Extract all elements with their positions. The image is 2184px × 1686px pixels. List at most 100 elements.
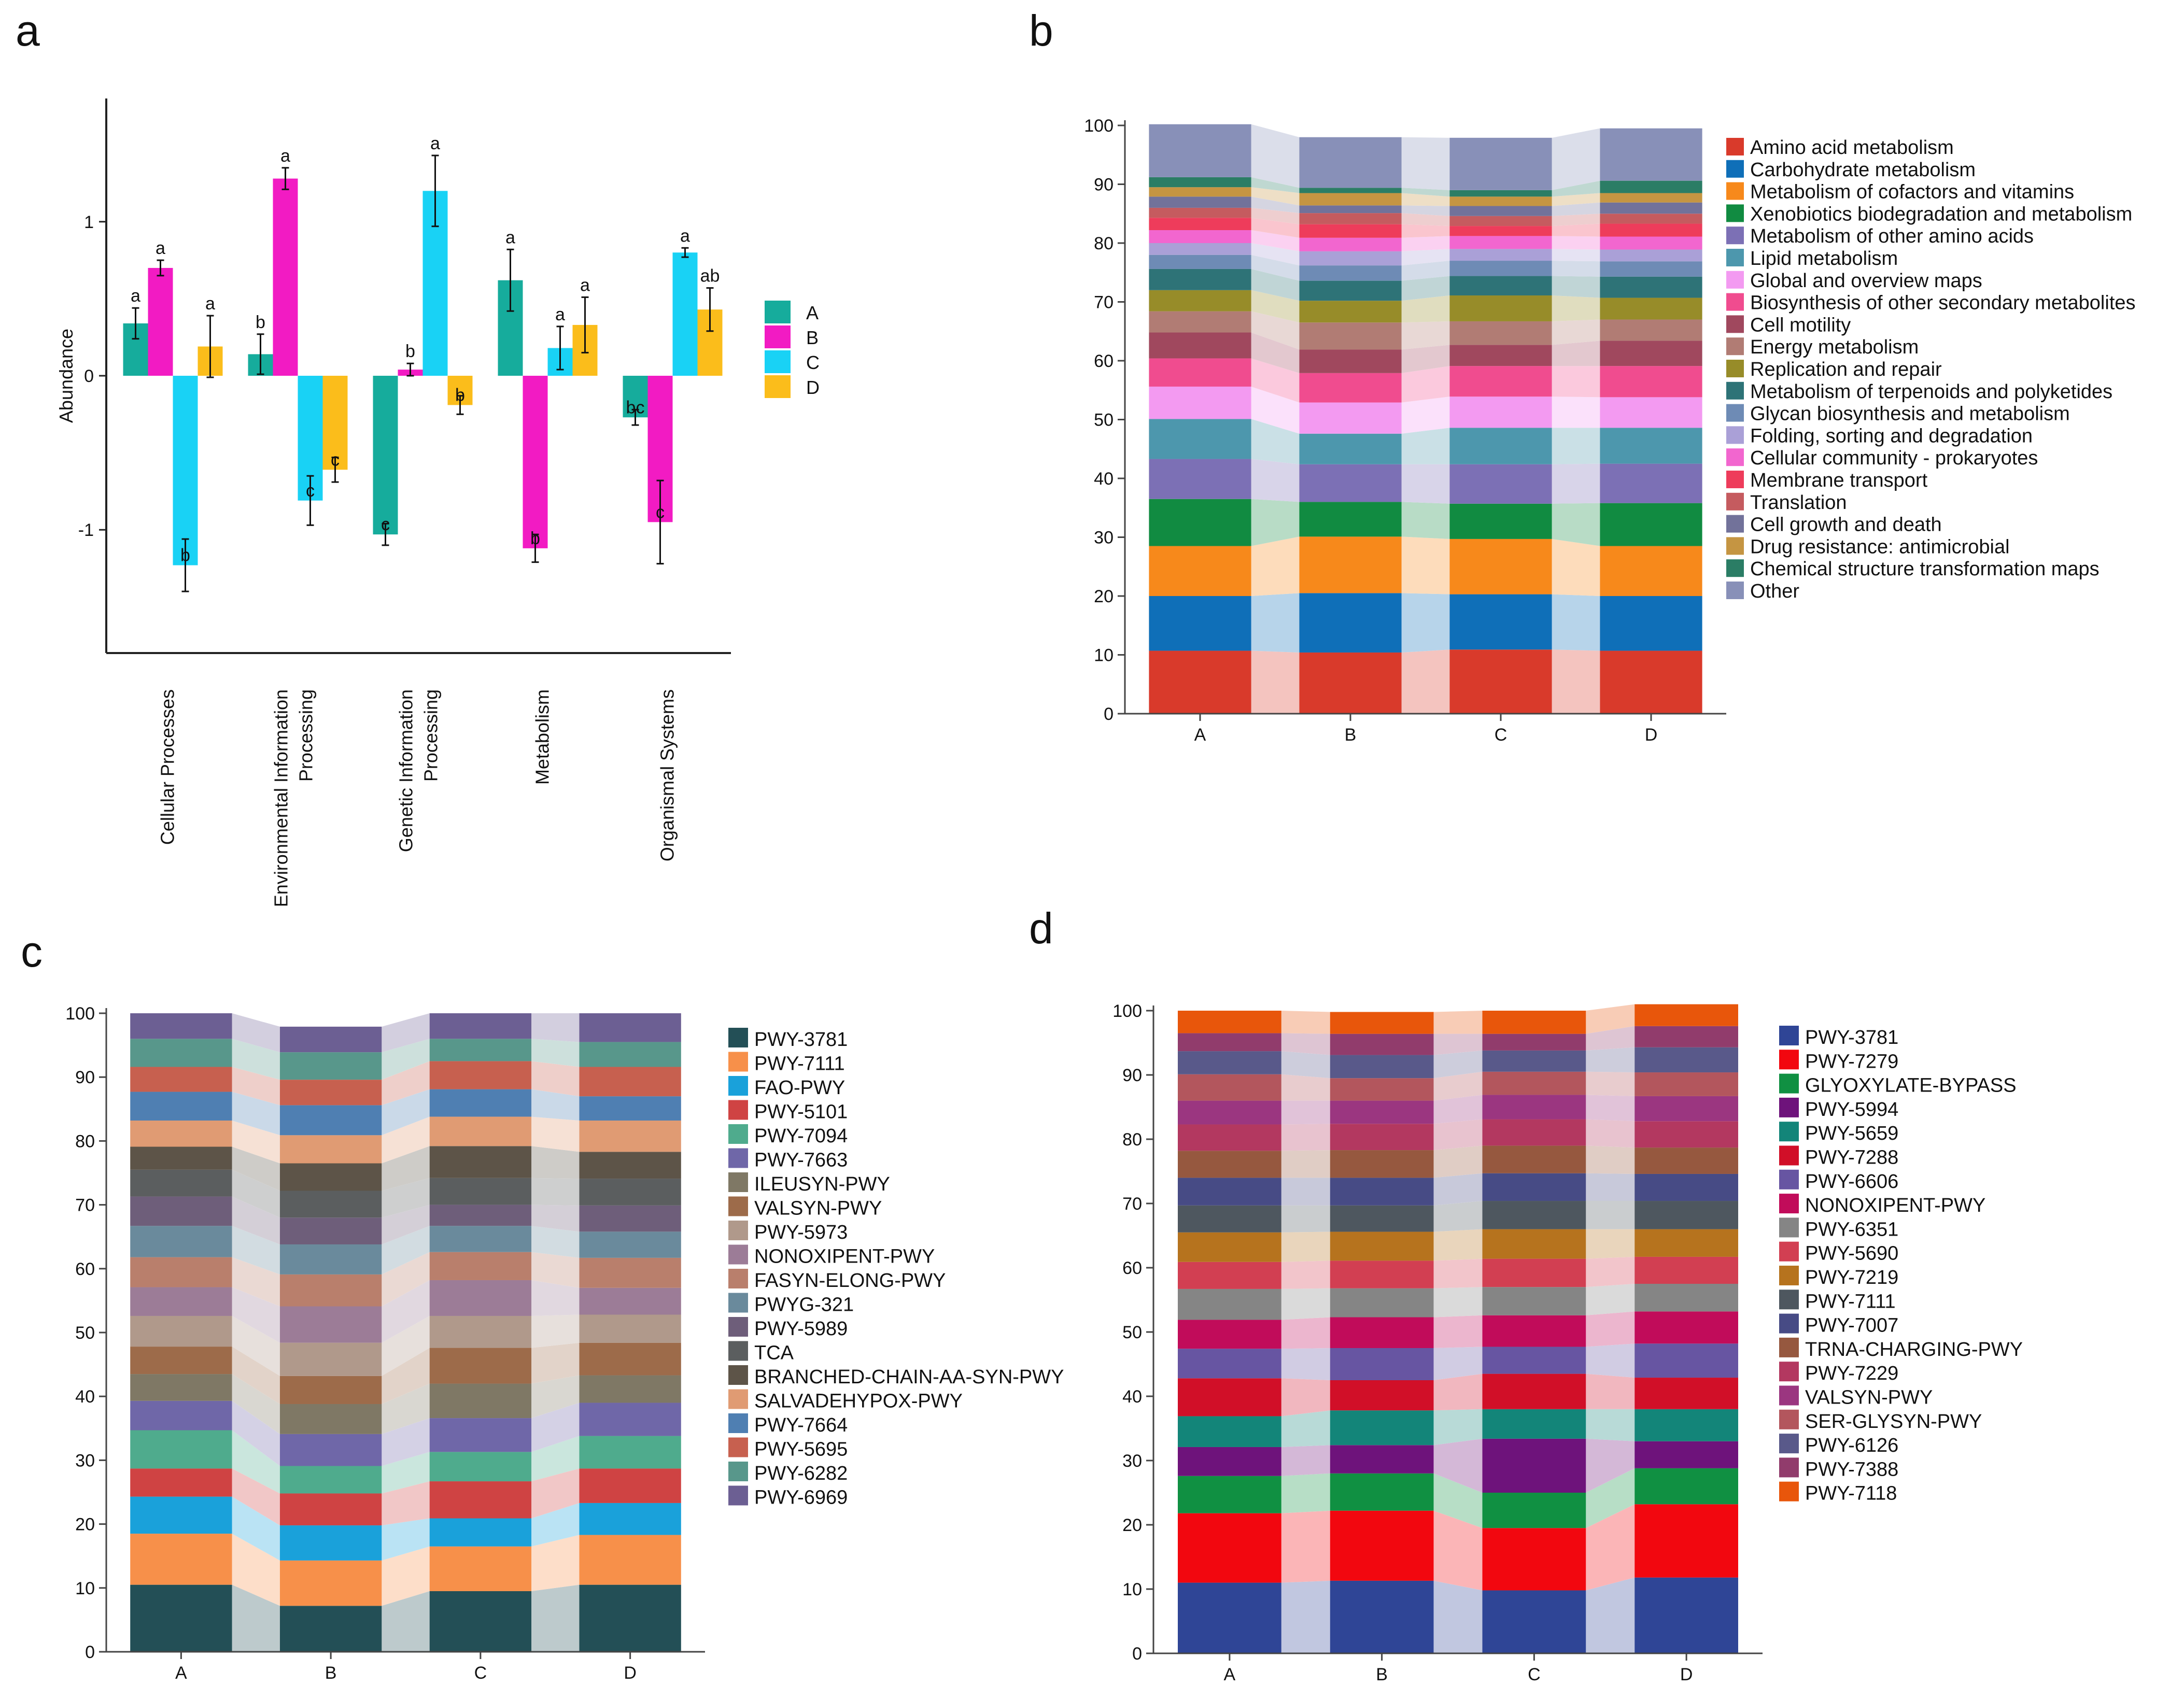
legend-swatch [1779,1457,1799,1478]
y-tick-label: 60 [1122,1258,1142,1278]
stack-segment [1149,650,1251,714]
flow-band [1586,1229,1635,1259]
legend-label: Amino acid metabolism [1750,137,1954,159]
flow-band [531,1061,580,1097]
stack-segment [1449,276,1552,296]
stack-segment [279,1135,382,1164]
legend-swatch [1779,1434,1799,1454]
stack-segment [429,1315,532,1348]
flow-band [1401,249,1450,266]
legend-label: Folding, sorting and degradation [1750,425,2033,447]
flow-band [1281,1445,1330,1476]
flow-band [1401,649,1450,714]
stack-segment [1449,190,1552,197]
flow-band [1401,464,1450,504]
flow-band [1586,1373,1635,1409]
stack-segment [579,1402,681,1436]
flow-band [1433,1050,1483,1079]
significance-label: a [555,305,565,324]
flow-band [1281,1150,1330,1178]
flow-band [531,1178,580,1206]
flow-band [382,1280,430,1343]
legend-label: Metabolism of other amino acids [1750,225,2034,247]
y-tick-label: 90 [75,1068,95,1087]
stack-segment [1299,205,1402,214]
stack-segment [1149,290,1251,311]
stack-segment [1178,1151,1281,1178]
stack-segment [579,1231,681,1258]
stack-segment [1600,297,1702,320]
legend-label: PWY-7094 [754,1125,848,1147]
stack-segment [1299,402,1402,434]
stack-segment [1482,1173,1586,1201]
y-tick-label: 20 [75,1515,95,1535]
flow-band [1281,1580,1330,1653]
legend-label: Chemical structure transformation maps [1750,558,2100,580]
y-tick-label: 40 [1094,469,1114,489]
stack-segment [279,1342,382,1376]
stack-segment [1449,216,1552,226]
legend-label: PWY-7663 [754,1150,848,1171]
legend-swatch [728,1028,748,1047]
stack-segment [1635,1004,1738,1026]
stack-segment [1482,1258,1586,1287]
stack-segment [1600,261,1702,277]
stack-segment [1178,1124,1281,1151]
legend-label: SALVADEHYPOX-PWY [754,1391,963,1412]
flow-band [1401,205,1450,216]
panel-b: b 0 10 20 30 40 50 60 70 80 90 100 A B C D Amino acid me… [1029,6,2136,745]
legend-swatch [1726,448,1744,466]
legend-label: PWY-7111 [754,1053,845,1075]
legend-swatch [1726,381,1744,400]
legend-swatch [1779,1217,1799,1238]
flow-band [382,1205,430,1244]
legend-swatch [765,301,791,323]
legend-label: GLYOXYLATE-BYPASS [1805,1075,2017,1097]
stack-segment [130,1196,232,1226]
flow-band [232,1374,280,1434]
stack-segment [579,1342,681,1376]
flow-band [1586,1256,1635,1287]
legend-label: PWY-6351 [1805,1219,1898,1240]
flow-band [1586,1047,1635,1073]
flow-band [1586,1095,1635,1122]
y-tick-label: 100 [65,1004,95,1024]
significance-label: a [156,238,165,258]
flow-band [531,1342,580,1384]
stack-segment [279,1525,382,1561]
stack-segment [1330,1288,1434,1317]
stack-segment [1449,428,1552,464]
flow-band [1281,1510,1330,1583]
stack-segment [1449,295,1552,321]
legend-swatch [1726,293,1744,311]
flow-band [1401,236,1450,251]
panel-label: a [16,6,40,55]
stack-segment [429,1546,532,1591]
flow-band [1251,254,1300,281]
flow-band [1433,1173,1483,1206]
stack-segment [579,1468,681,1503]
stack-segment [1178,1582,1281,1653]
stack-segment [1149,419,1251,459]
flow-band [531,1468,580,1519]
y-tick-label: 30 [1094,528,1114,548]
legend-label: VALSYN-PWY [754,1198,882,1220]
legend-swatch [765,350,791,373]
y-tick-label: 0 [1132,1644,1142,1664]
stack-segment [1449,396,1552,428]
stack-segment [1149,546,1251,596]
stack-segment [1299,373,1402,403]
y-tick-label: 60 [1094,351,1114,371]
flow-band [1552,649,1600,714]
legend-swatch [728,1172,748,1192]
legend-swatch [1779,1409,1799,1429]
significance-label: a [131,286,140,306]
legend-swatch [728,1221,748,1240]
stack-segment [130,1092,232,1121]
stack-segment [279,1105,382,1136]
legend-label: PWY-6126 [1805,1435,1898,1456]
stack-segment [1600,236,1702,250]
flow-band [1586,1343,1635,1378]
flow-band [1552,128,1600,190]
stack-segment [1449,236,1552,249]
